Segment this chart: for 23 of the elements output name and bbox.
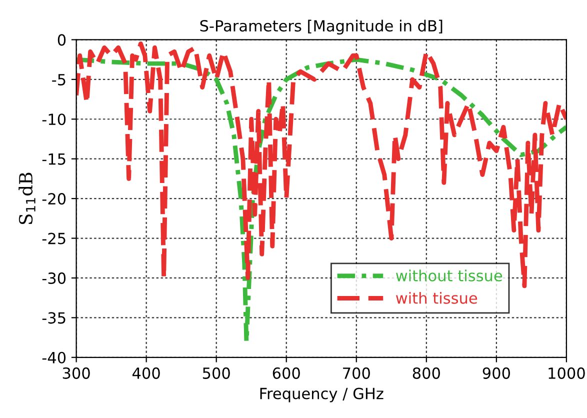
x-tick-label: 600 <box>272 367 300 379</box>
y-tick-label: -35 <box>42 312 66 324</box>
y-tick-label: -20 <box>42 193 66 205</box>
legend-label: without tissue <box>396 270 502 282</box>
x-tick-label: 1000 <box>548 367 585 379</box>
x-tick-label: 500 <box>202 367 230 379</box>
line-series <box>76 57 566 344</box>
y-tick-label: -5 <box>52 74 66 86</box>
y-tick-label: 0 <box>58 34 66 46</box>
x-tick-label: 900 <box>482 367 510 379</box>
y-tick-label: -25 <box>42 232 66 244</box>
x-axis-title: Frequency / GHz <box>260 388 384 402</box>
legend-label: with tissue <box>396 292 478 304</box>
chart-title: S-Parameters [Magnitude in dB] <box>200 20 442 35</box>
y-axis-title: S$_{11}$dB <box>18 172 36 224</box>
y-tick-label: -40 <box>42 352 66 364</box>
y-tick-label: -15 <box>42 154 66 165</box>
x-tick-label: 700 <box>343 367 370 379</box>
y-tick-label: -10 <box>42 114 66 126</box>
y-tick-label: -30 <box>42 272 66 284</box>
x-tick-label: 800 <box>412 367 440 379</box>
x-tick-label: 400 <box>132 367 160 379</box>
x-tick-label: 300 <box>62 367 90 379</box>
